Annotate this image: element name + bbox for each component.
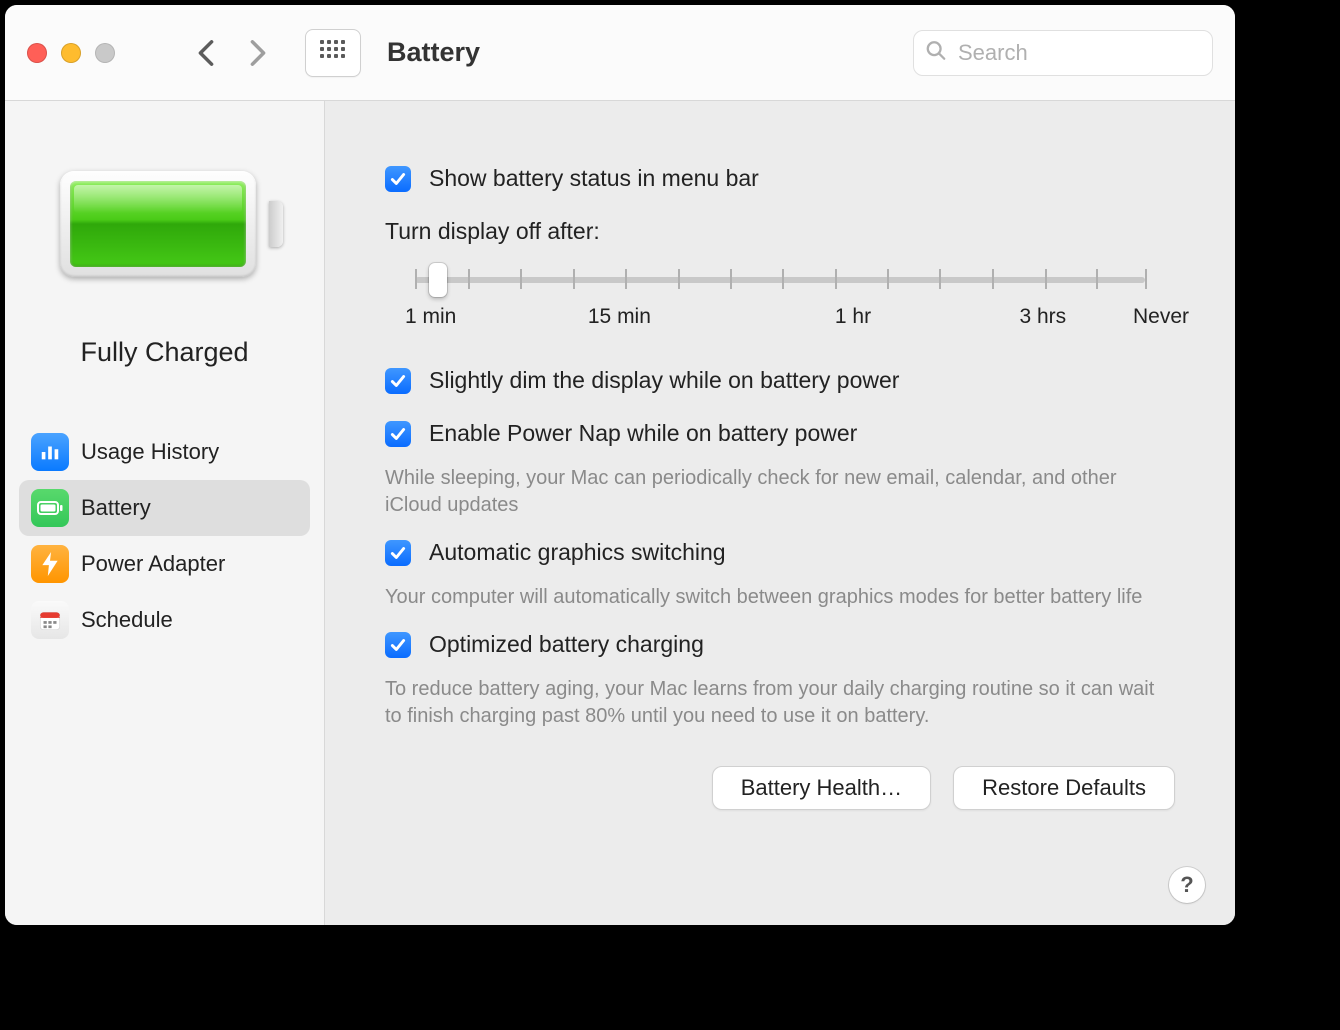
titlebar: Battery xyxy=(5,5,1235,101)
slider-marks: 1 min15 min1 hr3 hrsNever xyxy=(415,305,1145,333)
show-status-checkbox-row[interactable]: Show battery status in menu bar xyxy=(385,165,1175,192)
slider-tick xyxy=(939,269,941,289)
sidebar-item-label: Power Adapter xyxy=(81,551,225,577)
battery-icon xyxy=(31,489,69,527)
slider-label: Turn display off after: xyxy=(385,218,1175,245)
restore-defaults-button[interactable]: Restore Defaults xyxy=(953,766,1175,810)
show-status-label: Show battery status in menu bar xyxy=(429,165,759,192)
battery-illustration xyxy=(60,171,270,277)
sidebar: Fully Charged Usage History Battery Powe… xyxy=(5,101,325,925)
sidebar-item-label: Schedule xyxy=(81,607,173,633)
show-status-checkbox[interactable] xyxy=(385,166,411,192)
main-panel: Show battery status in menu bar Turn dis… xyxy=(325,101,1235,925)
dim-display-label: Slightly dim the display while on batter… xyxy=(429,367,899,394)
minimize-window-button[interactable] xyxy=(61,43,81,63)
slider-mark-label: 3 hrs xyxy=(1019,305,1066,329)
slider-mark-label: 1 min xyxy=(405,305,456,329)
display-off-slider[interactable] xyxy=(415,267,1145,295)
sidebar-item-battery[interactable]: Battery xyxy=(19,480,310,536)
power-nap-checkbox[interactable] xyxy=(385,421,411,447)
power-nap-checkbox-row[interactable]: Enable Power Nap while on battery power xyxy=(385,420,1175,447)
forward-button[interactable] xyxy=(237,32,279,74)
battery-status: Fully Charged xyxy=(80,337,248,368)
power-nap-help: While sleeping, your Mac can periodicall… xyxy=(385,465,1175,519)
search-icon xyxy=(925,39,947,66)
sidebar-item-label: Usage History xyxy=(81,439,219,465)
back-button[interactable] xyxy=(185,32,227,74)
sidebar-item-schedule[interactable]: Schedule xyxy=(19,592,310,648)
slider-tick xyxy=(468,269,470,289)
search-input[interactable] xyxy=(913,30,1213,76)
graphics-checkbox-row[interactable]: Automatic graphics switching xyxy=(385,539,1175,566)
slider-tick xyxy=(678,269,680,289)
slider-tick xyxy=(1045,269,1047,289)
body: Fully Charged Usage History Battery Powe… xyxy=(5,101,1235,925)
slider-thumb[interactable] xyxy=(429,263,447,297)
slider-tick xyxy=(887,269,889,289)
optimized-label: Optimized battery charging xyxy=(429,631,704,658)
slider-mark-label: 15 min xyxy=(588,305,651,329)
power-nap-label: Enable Power Nap while on battery power xyxy=(429,420,857,447)
slider-mark-label: 1 hr xyxy=(835,305,871,329)
slider-tick xyxy=(1096,269,1098,289)
schedule-icon xyxy=(31,601,69,639)
sidebar-item-usage[interactable]: Usage History xyxy=(19,424,310,480)
power-icon xyxy=(31,545,69,583)
sidebar-item-label: Battery xyxy=(81,495,151,521)
show-all-button[interactable] xyxy=(305,29,361,77)
slider-tick xyxy=(573,269,575,289)
usage-icon xyxy=(31,433,69,471)
graphics-help: Your computer will automatically switch … xyxy=(385,584,1175,611)
slider-tick xyxy=(1145,269,1147,289)
buttons-row: Battery Health… Restore Defaults xyxy=(385,766,1175,810)
slider-tick xyxy=(992,269,994,289)
slider-tick xyxy=(782,269,784,289)
sidebar-item-power[interactable]: Power Adapter xyxy=(19,536,310,592)
dim-display-checkbox[interactable] xyxy=(385,368,411,394)
help-button[interactable]: ? xyxy=(1169,867,1205,903)
graphics-label: Automatic graphics switching xyxy=(429,539,726,566)
slider-tick xyxy=(625,269,627,289)
traffic-lights xyxy=(27,43,115,63)
grid-icon xyxy=(320,40,346,66)
slider-tick xyxy=(730,269,732,289)
optimized-help: To reduce battery aging, your Mac learns… xyxy=(385,676,1175,730)
display-off-slider-section: Turn display off after: 1 min 15 min 1 hr 3… xyxy=(385,218,1175,333)
sidebar-list: Usage History Battery Power Adapter Sche… xyxy=(19,424,310,648)
zoom-window-button xyxy=(95,43,115,63)
close-window-button[interactable] xyxy=(27,43,47,63)
window-title: Battery xyxy=(387,37,480,68)
slider-tick xyxy=(520,269,522,289)
graphics-checkbox[interactable] xyxy=(385,540,411,566)
window: Battery Fully Charged Usage History Batt… xyxy=(5,5,1235,925)
optimized-checkbox[interactable] xyxy=(385,632,411,658)
battery-health-button[interactable]: Battery Health… xyxy=(712,766,931,810)
dim-display-checkbox-row[interactable]: Slightly dim the display while on batter… xyxy=(385,367,1175,394)
slider-tick xyxy=(835,269,837,289)
search-wrap xyxy=(913,30,1213,76)
slider-tick xyxy=(415,269,417,289)
optimized-checkbox-row[interactable]: Optimized battery charging xyxy=(385,631,1175,658)
slider-mark-label: Never xyxy=(1133,305,1189,329)
